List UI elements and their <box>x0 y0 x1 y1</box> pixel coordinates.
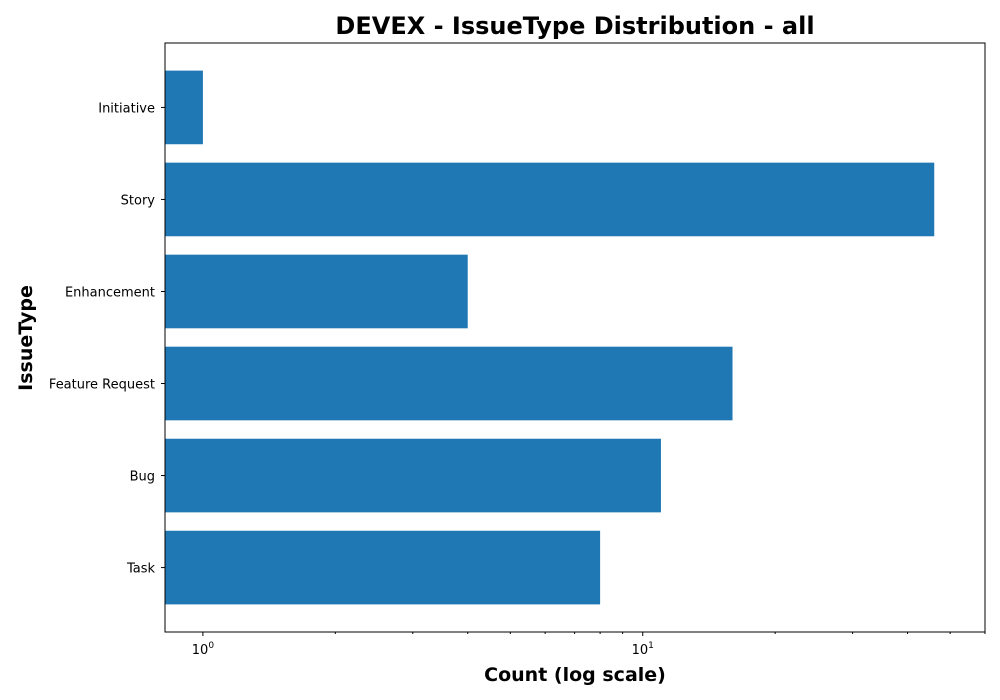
bar-task <box>165 530 601 605</box>
bars-group <box>165 70 935 605</box>
chart-title: DEVEX - IssueType Distribution - all <box>335 12 814 40</box>
bar-story <box>165 162 935 237</box>
x-tick-label: 100 <box>192 641 215 658</box>
y-ticks-group: Initiative Story Enhancement Feature Reques… <box>49 101 165 577</box>
y-tick-label: Story <box>121 193 156 208</box>
plot-frame <box>164 42 986 633</box>
bar-feature-request <box>165 346 733 421</box>
y-axis-label: IssueType <box>15 285 37 391</box>
y-tick-label: Bug <box>130 470 155 485</box>
bar-enhancement <box>165 254 468 329</box>
bar-bug <box>165 438 661 513</box>
x-tick-label: 101 <box>632 641 654 658</box>
y-tick-label: Enhancement <box>65 285 155 300</box>
y-tick-label: Feature Request <box>49 378 155 393</box>
y-tick-label: Task <box>126 562 156 577</box>
bar-initiative <box>165 70 203 145</box>
y-tick-label: Initiative <box>98 101 155 116</box>
x-ticks-group: 100 101 <box>192 632 986 658</box>
x-axis-label: Count (log scale) <box>484 664 666 686</box>
